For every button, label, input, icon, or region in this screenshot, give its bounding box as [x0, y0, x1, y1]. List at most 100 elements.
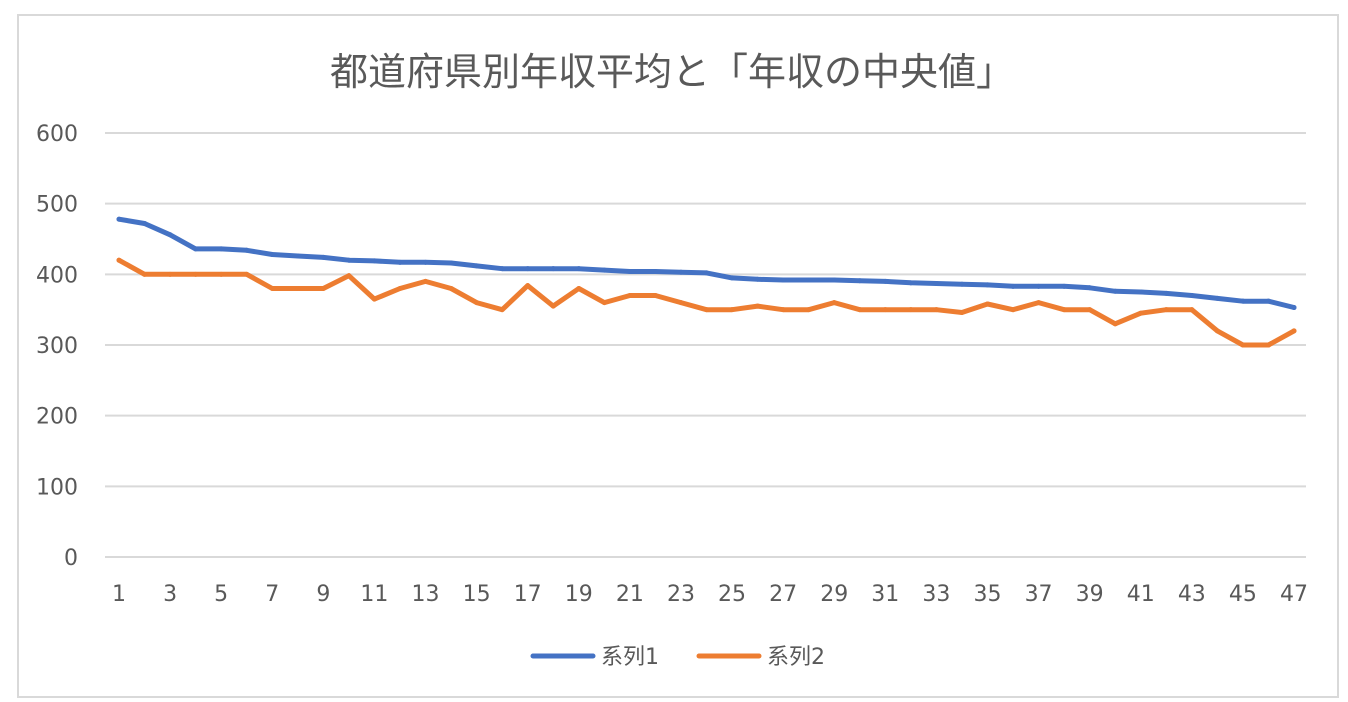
data-point	[1291, 328, 1297, 334]
x-tick-label: 35	[973, 582, 1001, 607]
x-tick-label: 15	[463, 582, 491, 607]
data-point	[320, 285, 326, 291]
data-point	[346, 257, 352, 263]
x-tick-label: 11	[360, 582, 388, 607]
x-tick-label: 17	[514, 582, 542, 607]
data-point	[295, 285, 301, 291]
legend: 系列1 系列2	[530, 645, 825, 670]
data-point	[499, 307, 505, 313]
data-point	[1214, 295, 1220, 301]
data-point	[550, 266, 556, 272]
data-point	[1189, 307, 1195, 313]
data-point	[269, 252, 275, 258]
data-point	[525, 283, 531, 289]
data-point	[1265, 298, 1271, 304]
x-tick-label: 25	[718, 582, 746, 607]
data-point	[1061, 283, 1067, 289]
data-point	[576, 266, 582, 272]
data-point	[780, 277, 786, 283]
data-point	[525, 266, 531, 272]
x-tick-label: 39	[1076, 582, 1104, 607]
data-point	[1112, 321, 1118, 327]
data-point	[397, 285, 403, 291]
x-tick-label: 31	[871, 582, 899, 607]
data-point	[142, 220, 148, 226]
series-lines	[116, 216, 1297, 348]
x-tick-label: 9	[316, 582, 330, 607]
series-1	[116, 216, 1297, 311]
data-point	[167, 271, 173, 277]
data-point	[704, 270, 709, 276]
data-point	[576, 285, 582, 291]
data-point	[448, 285, 454, 291]
data-point	[371, 258, 377, 264]
y-tick-label: 600	[36, 122, 78, 147]
data-point	[1138, 310, 1144, 316]
y-tick-label: 100	[36, 475, 78, 500]
data-point	[244, 247, 250, 253]
data-point	[678, 300, 684, 306]
data-point	[1291, 305, 1297, 311]
data-point	[729, 275, 735, 281]
data-point	[959, 309, 965, 315]
data-point	[882, 278, 888, 284]
x-tick-label: 43	[1178, 582, 1206, 607]
data-point	[908, 280, 914, 286]
data-point	[882, 307, 888, 313]
data-point	[423, 259, 429, 265]
data-point	[244, 271, 250, 277]
data-point	[933, 281, 939, 287]
data-point	[167, 232, 173, 238]
data-point	[116, 216, 122, 222]
data-point	[397, 259, 403, 265]
x-tick-label: 45	[1229, 582, 1257, 607]
data-point	[142, 271, 148, 277]
data-point	[755, 276, 761, 282]
x-tick-label: 13	[412, 582, 440, 607]
data-point	[1189, 293, 1195, 299]
x-tick-label: 29	[820, 582, 848, 607]
data-point	[1087, 285, 1093, 291]
x-tick-label: 27	[769, 582, 797, 607]
data-point	[474, 300, 480, 306]
series-line	[116, 216, 1297, 310]
data-point	[652, 269, 658, 275]
data-point	[1036, 300, 1042, 306]
data-point	[1138, 289, 1144, 295]
data-point	[1010, 283, 1016, 289]
data-point	[1087, 307, 1093, 313]
data-point	[193, 271, 199, 277]
data-point	[193, 246, 199, 252]
x-tick-label: 19	[565, 582, 593, 607]
data-point	[499, 266, 505, 272]
data-point	[627, 269, 633, 275]
y-tick-label: 400	[36, 263, 78, 288]
data-point	[857, 307, 863, 313]
y-tick-label: 300	[36, 334, 78, 359]
data-point	[678, 269, 684, 275]
legend-label: 系列1	[601, 645, 659, 670]
data-point	[474, 263, 480, 269]
data-point	[320, 254, 326, 260]
data-point	[1112, 288, 1118, 294]
data-point	[218, 271, 224, 277]
data-point	[423, 278, 429, 284]
y-axis-tick-labels: 0 100 200 300 400 500 600	[36, 122, 78, 571]
y-tick-label: 200	[36, 405, 78, 430]
data-point	[218, 246, 224, 252]
data-point	[627, 293, 633, 299]
x-tick-label: 21	[616, 582, 644, 607]
legend-item: 系列1	[530, 645, 659, 670]
x-tick-label: 1	[112, 582, 126, 607]
data-point	[601, 267, 607, 273]
y-tick-label: 0	[64, 546, 78, 571]
y-tick-label: 500	[36, 193, 78, 218]
legend-label: 系列2	[767, 645, 825, 670]
data-point	[755, 303, 761, 309]
data-point	[1163, 307, 1169, 313]
chart-frame	[17, 14, 1339, 698]
data-point	[1010, 307, 1016, 313]
data-point	[857, 278, 863, 284]
data-point	[831, 300, 837, 306]
legend-item: 系列2	[696, 645, 825, 670]
